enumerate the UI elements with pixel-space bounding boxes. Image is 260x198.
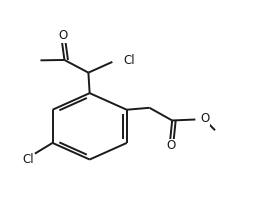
Text: Cl: Cl bbox=[123, 54, 135, 67]
Text: Cl: Cl bbox=[22, 153, 34, 166]
Text: O: O bbox=[167, 139, 176, 152]
Text: O: O bbox=[58, 30, 68, 42]
Text: O: O bbox=[200, 112, 209, 125]
